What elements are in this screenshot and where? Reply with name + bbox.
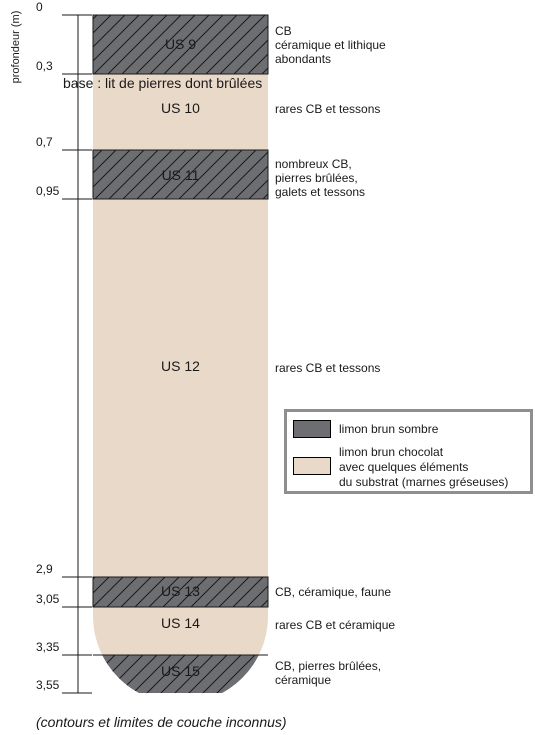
layer-description: rares CB et céramique (275, 618, 395, 632)
layer-4 (93, 199, 268, 577)
layer-description-line: CB, céramique, faune (275, 585, 392, 599)
layer-description-line: céramique (275, 673, 332, 687)
legend-label-dark: limon brun sombre (339, 422, 439, 436)
layer-description-line: CB (275, 24, 292, 38)
layer-outline (92, 576, 269, 608)
layer-description: CB, céramique, faune (275, 585, 391, 599)
layer-3 (93, 150, 268, 199)
layer-1 (93, 15, 268, 74)
layer-description-line: nombreux CB, (275, 157, 352, 171)
layer-description-line: CB, pierres brûlées, (275, 659, 382, 673)
layer-description: CB, pierres brûlées, céramique (275, 659, 381, 687)
base-note: base : lit de pierres dont brûlées (63, 75, 263, 91)
depth-tick-label: 0,3 (36, 59, 53, 73)
legend: limon brun sombre limon brun chocolat av… (284, 409, 533, 494)
layer-description-line: rares CB et tessons (275, 361, 381, 375)
layer-2 (93, 74, 268, 150)
layer-description-line: céramique et lithique (275, 38, 386, 52)
depth-tick-label: 3,05 (36, 592, 60, 606)
layer-title: US 9 (164, 36, 197, 52)
legend-label-light: limon brun chocolat avec quelques élémen… (339, 445, 509, 489)
layer-description-line: rares CB et céramique (275, 618, 396, 632)
layer-description: CB céramique et lithique abondants (275, 24, 386, 66)
layer-description-line: galets et tessons (275, 185, 366, 199)
layer-description-line: abondants (275, 52, 332, 66)
legend-swatch-light (293, 457, 331, 475)
layer-description: rares CB et tessons (275, 102, 380, 116)
layer-title: US 13 (161, 583, 200, 599)
depth-tick-label: 3,35 (36, 640, 60, 654)
layer-description-line: pierres brûlées, (275, 171, 358, 185)
depth-tick-label: 0,95 (36, 184, 60, 198)
layer-description-line: rares CB et tessons (275, 102, 381, 116)
layer-title: US 14 (161, 615, 200, 631)
layer-outline (92, 149, 269, 200)
depth-tick-label: 2,9 (36, 562, 53, 576)
layer-outline (92, 14, 269, 75)
layer-title: US 11 (161, 167, 200, 183)
layer-6 (93, 607, 268, 655)
layer-description: nombreux CB, pierres brûlées, galets et te… (275, 157, 365, 199)
layer-description: rares CB et tessons (275, 361, 380, 375)
legend-swatch-dark (293, 420, 331, 438)
footnote: (contours et limites de couche inconnus) (36, 714, 287, 730)
depth-tick-label: 0 (36, 0, 43, 14)
layer-title: US 12 (161, 358, 200, 374)
layer-title: US 15 (161, 663, 200, 679)
depth-tick-label: 0,7 (36, 135, 53, 149)
layer-5 (93, 577, 268, 607)
depth-tick-label: 3,55 (36, 678, 60, 692)
layer-title: US 10 (161, 100, 200, 116)
